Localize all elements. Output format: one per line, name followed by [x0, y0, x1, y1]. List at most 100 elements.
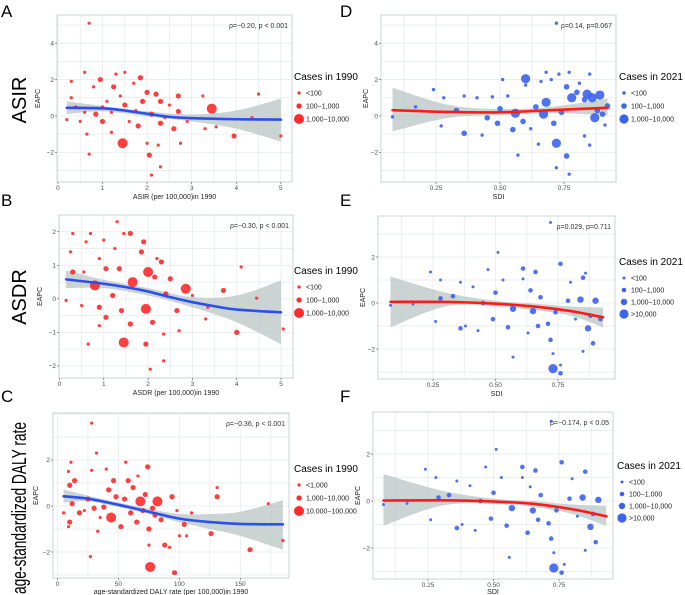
data-point: [175, 108, 181, 115]
data-point: [158, 259, 164, 265]
x-axis-label: SDI: [491, 391, 503, 398]
data-point: [281, 538, 285, 543]
data-point: [106, 512, 117, 523]
data-point: [125, 478, 131, 484]
data-point: [504, 523, 509, 528]
data-point: [90, 468, 94, 472]
panel-a: 0 1 2 3 4 5 −2 0 2 4 ASIR (per 100,000)in 1990 EAPC…: [1, 2, 358, 201]
data-point: [554, 166, 559, 170]
data-point: [494, 447, 498, 451]
y-tick-label: 0: [366, 498, 370, 505]
data-point: [64, 298, 68, 303]
data-point: [446, 492, 452, 498]
data-point: [155, 257, 159, 261]
data-point: [67, 482, 73, 488]
data-point: [450, 293, 456, 299]
data-point: [592, 297, 599, 304]
data-point: [66, 469, 71, 474]
legend-item-label: 1,000−10,000: [306, 311, 349, 318]
confidence-band: [383, 474, 607, 526]
data-point: [570, 477, 574, 481]
data-point: [603, 123, 607, 127]
legend-item-label: 1,000−10,000: [306, 117, 349, 124]
data-point: [103, 314, 109, 320]
legend-item-label: 100−1,000: [629, 492, 662, 499]
data-point: [127, 277, 138, 288]
legend-item-label: 100−1,000: [306, 298, 339, 305]
data-point: [82, 270, 86, 274]
grid: [57, 15, 292, 182]
data-point: [529, 507, 537, 514]
panel-letter: E: [340, 191, 351, 210]
data-point: [496, 250, 500, 254]
legend-item-label: 1,000−10,000: [631, 300, 674, 307]
data-point: [484, 114, 491, 121]
data-point: [491, 490, 496, 496]
data-point: [548, 364, 558, 374]
data-point: [88, 554, 93, 559]
data-point: [553, 309, 558, 315]
legend-item-label: <100: [306, 91, 322, 98]
data-point: [181, 521, 187, 527]
data-point: [548, 536, 554, 541]
data-point: [455, 479, 459, 483]
x-tick-label: 0: [58, 381, 62, 388]
data-point: [405, 501, 409, 505]
legend-item-label: >10,000: [631, 312, 657, 319]
plot-frame: [58, 214, 294, 379]
data-point: [143, 267, 154, 278]
y-tick-label: 2: [46, 457, 50, 464]
data-point: [499, 476, 503, 480]
data-point: [145, 561, 156, 572]
data-point: [535, 517, 541, 523]
data-point: [134, 519, 140, 525]
data-point: [545, 321, 551, 327]
data-point: [175, 508, 179, 513]
data-point: [549, 77, 553, 82]
data-point: [459, 280, 462, 284]
data-point: [434, 319, 437, 323]
x-tick-label: 0.50: [494, 185, 507, 192]
confidence-band: [390, 276, 603, 328]
data-point: [590, 113, 600, 123]
data-point: [438, 296, 443, 301]
legend-item-label: <100: [631, 91, 647, 98]
data-point: [135, 123, 141, 129]
data-point: [423, 467, 427, 471]
data-point: [523, 83, 528, 87]
data-point: [458, 326, 463, 331]
data-point: [471, 285, 475, 289]
data-point: [204, 317, 208, 321]
data-point: [98, 515, 102, 520]
data-point: [460, 523, 464, 527]
data-point: [582, 134, 587, 138]
data-point: [178, 141, 183, 145]
data-point: [525, 530, 530, 536]
data-point: [122, 102, 128, 108]
y-tick-label: 0: [50, 113, 54, 120]
data-point: [567, 172, 571, 176]
data-point: [86, 342, 90, 346]
data-point: [70, 269, 76, 275]
data-point: [67, 519, 73, 525]
data-point: [533, 269, 538, 275]
y-tick-label: 1: [52, 263, 56, 270]
data-point: [516, 153, 520, 157]
x-tick-label: 0.25: [430, 185, 443, 192]
x-tick-label: 2: [146, 381, 150, 388]
data-point: [167, 545, 172, 549]
data-point: [135, 496, 146, 507]
data-point: [93, 111, 99, 117]
x-tick-label: 0.75: [558, 185, 571, 192]
data-point: [533, 468, 538, 473]
data-point: [128, 510, 134, 516]
data-point: [83, 70, 87, 74]
data-point: [136, 474, 140, 478]
data-point: [520, 266, 526, 271]
y-tick-label: −2: [363, 545, 371, 552]
data-point: [595, 90, 605, 100]
data-point: [579, 494, 586, 501]
legend-key-icon: [297, 285, 301, 289]
data-point: [88, 231, 93, 236]
